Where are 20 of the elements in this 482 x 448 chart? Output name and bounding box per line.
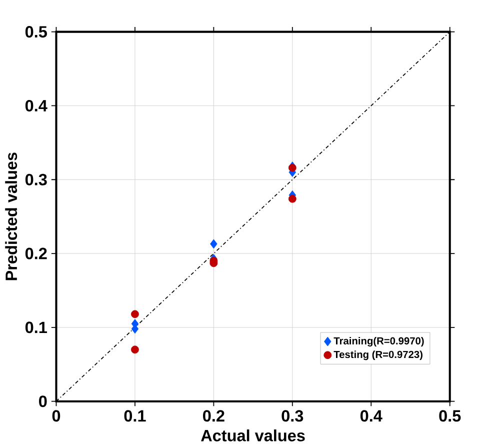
y-tick-label: 0.3 <box>25 174 47 186</box>
point <box>288 194 296 203</box>
x-tick-label: 0.2 <box>203 410 224 422</box>
x-tick-label: 0.4 <box>360 410 382 422</box>
y-tick-label: 0.2 <box>25 248 47 260</box>
point <box>131 310 139 318</box>
y-tick-label: 0.5 <box>25 26 47 38</box>
x-tick-label: 0.3 <box>282 410 304 422</box>
y-axis-title: Predicted values <box>5 152 18 280</box>
y-tick-label: 0.1 <box>25 322 47 334</box>
legend-label: Training(R=0.9970) <box>334 337 424 347</box>
point <box>131 346 139 354</box>
y-tick-label: 0 <box>39 396 47 408</box>
x-axis-title: Actual values <box>201 429 305 442</box>
x-tick-label: 0.5 <box>439 410 461 422</box>
y-tick-label: 0.4 <box>25 100 48 112</box>
legend-label: Testing (R=0.9723) <box>334 350 422 360</box>
x-tick-label: 0.1 <box>124 410 146 422</box>
point <box>210 239 218 249</box>
x-tick-label: 0 <box>52 410 60 422</box>
